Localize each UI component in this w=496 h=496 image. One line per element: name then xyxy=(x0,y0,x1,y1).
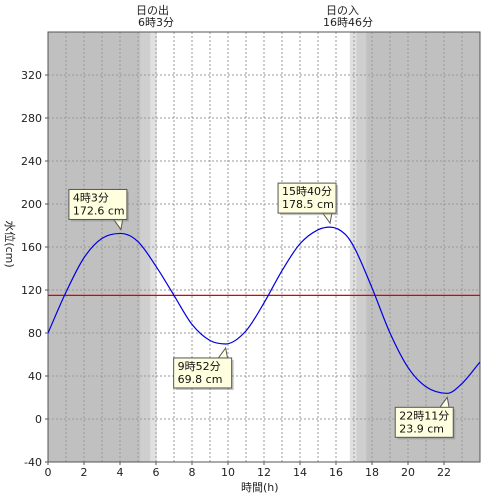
x-tick-label: 18 xyxy=(365,466,379,479)
sunrise-title: 日の出 xyxy=(136,3,169,17)
y-tick-label: 120 xyxy=(21,284,42,297)
callout-level: 172.6 cm xyxy=(73,204,125,217)
x-tick-label: 14 xyxy=(293,466,307,479)
x-tick-label: 16 xyxy=(329,466,343,479)
callout-time: 9時52分 xyxy=(178,360,221,373)
callout-time: 4時3分 xyxy=(73,191,109,204)
callout-box xyxy=(68,188,128,220)
callout-box xyxy=(277,182,337,214)
tide-line xyxy=(47,226,481,394)
x-tick-label: 10 xyxy=(221,466,235,479)
callout-time: 22時11分 xyxy=(399,409,449,422)
y-tick-label: 80 xyxy=(28,327,42,340)
x-tick-labels: 0 2 4 6 8 10 12 14 16 18 20 22 xyxy=(45,462,451,479)
sunset-title: 日の入 xyxy=(326,4,359,17)
callout-time: 15時40分 xyxy=(282,185,332,198)
y-tick-labels: -40 0 40 80 120 160 200 240 280 320 xyxy=(21,69,48,469)
callout-box xyxy=(173,357,233,389)
y-tick-label: 200 xyxy=(21,198,42,211)
x-tick-label: 4 xyxy=(117,466,124,479)
tide-series xyxy=(47,226,481,394)
callout-box xyxy=(394,406,454,438)
y-tick-label: 240 xyxy=(21,155,42,168)
y-tick-label: 280 xyxy=(21,112,42,125)
y-tick-label: 160 xyxy=(21,241,42,254)
x-tick-label: 2 xyxy=(81,466,88,479)
x-tick-label: 6 xyxy=(153,466,160,479)
x-tick-label: 8 xyxy=(189,466,196,479)
x-axis-title: 時間(h) xyxy=(241,481,279,494)
x-tick-label: 0 xyxy=(45,466,52,479)
callout-level: 23.9 cm xyxy=(399,422,444,435)
sun-labels: 日の出 6時3分 日の入 16時46分 xyxy=(136,3,373,29)
y-tick-label: -40 xyxy=(24,456,42,469)
x-tick-label: 12 xyxy=(257,466,271,479)
callout-level: 69.8 cm xyxy=(178,373,223,386)
y-tick-label: 0 xyxy=(35,413,42,426)
y-tick-label: 320 xyxy=(21,69,42,82)
sunset-time: 16時46分 xyxy=(323,16,373,29)
sunrise-time: 6時3分 xyxy=(138,16,174,29)
callout-level: 178.5 cm xyxy=(282,198,334,211)
y-axis-title: 水位(cm) xyxy=(3,220,17,267)
x-tick-label: 22 xyxy=(437,466,451,479)
night-band-evening xyxy=(366,32,480,462)
x-tick-label: 20 xyxy=(401,466,415,479)
y-tick-label: 40 xyxy=(28,370,42,383)
